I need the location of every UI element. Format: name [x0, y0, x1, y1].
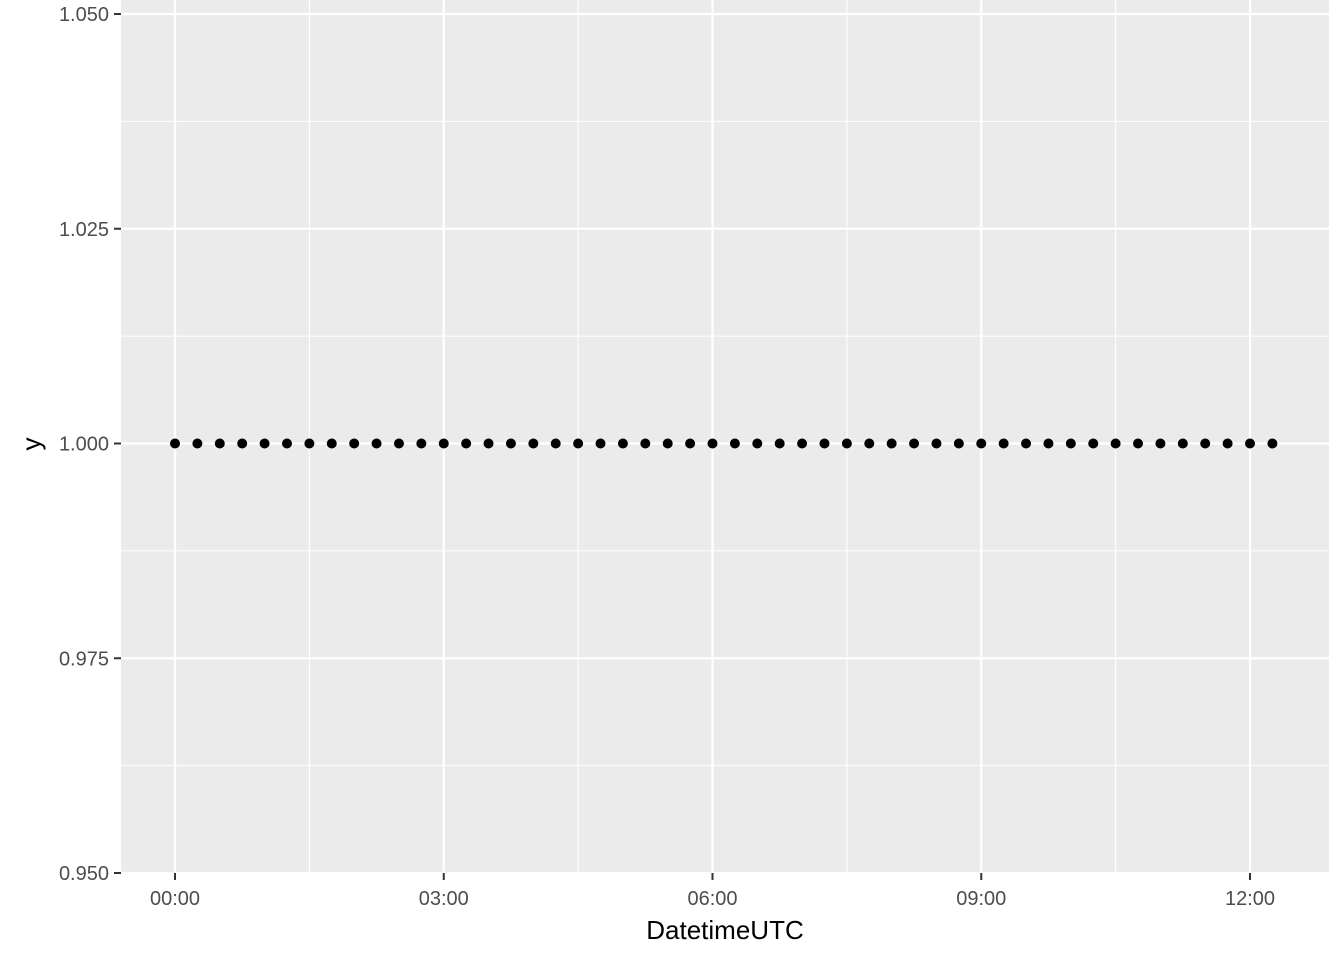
data-point [192, 438, 203, 449]
data-point [752, 438, 763, 449]
data-point [259, 438, 270, 449]
data-point [371, 438, 382, 449]
data-point [1043, 438, 1054, 449]
data-point [1267, 438, 1278, 449]
data-point [841, 438, 852, 449]
data-point [931, 438, 942, 449]
y-tick-label: 0.950 [59, 863, 109, 885]
data-point [864, 438, 875, 449]
data-point [729, 438, 740, 449]
data-point [1110, 438, 1121, 449]
data-point [998, 438, 1009, 449]
data-point [774, 438, 785, 449]
data-point [685, 438, 696, 449]
x-axis-title: DatetimeUTC [646, 915, 803, 945]
data-point [976, 438, 987, 449]
data-point [461, 438, 472, 449]
data-point [393, 438, 404, 449]
axis-ticks [114, 13, 1251, 880]
tick-labels: 0.950 0.975 1.000 1.025 1.050 00:00 03:00 06:00… [59, 4, 1275, 910]
data-point [304, 438, 315, 449]
data-point [662, 438, 673, 449]
x-tick-label: 12:00 [1225, 888, 1275, 910]
data-point [1222, 438, 1233, 449]
data-point [349, 438, 360, 449]
data-point [1200, 438, 1211, 449]
data-point [1177, 438, 1188, 449]
data-point [1133, 438, 1144, 449]
data-point [886, 438, 897, 449]
x-tick-label: 00:00 [150, 888, 200, 910]
data-point [573, 438, 584, 449]
data-point [438, 438, 449, 449]
data-point [797, 438, 808, 449]
y-tick-label: 1.000 [59, 434, 109, 456]
minor-gridlines [121, 0, 1329, 873]
data-points [170, 438, 1278, 449]
y-tick-label: 0.975 [59, 648, 109, 670]
y-tick-label: 1.050 [59, 4, 109, 26]
data-point [1245, 438, 1255, 449]
data-point [1155, 438, 1166, 449]
data-point [707, 438, 718, 449]
data-point [819, 438, 830, 449]
data-point [214, 438, 225, 449]
data-point [909, 438, 920, 449]
x-tick-label: 03:00 [419, 888, 469, 910]
data-point [483, 438, 494, 449]
data-point [281, 438, 292, 449]
data-point [1088, 438, 1099, 449]
x-tick-label: 06:00 [687, 888, 737, 910]
data-point [550, 438, 561, 449]
data-point [528, 438, 539, 449]
data-point [170, 438, 180, 449]
major-gridlines [121, 0, 1329, 875]
data-point [237, 438, 248, 449]
data-point [505, 438, 516, 449]
data-point [1021, 438, 1032, 449]
data-point [617, 438, 628, 449]
data-point [595, 438, 606, 449]
x-tick-label: 09:00 [956, 888, 1006, 910]
panel-background [121, 0, 1329, 873]
data-point [640, 438, 651, 449]
data-point [326, 438, 337, 449]
y-axis-title: y [16, 438, 46, 451]
y-tick-label: 1.025 [59, 219, 109, 241]
data-point [953, 438, 964, 449]
data-point [416, 438, 427, 449]
data-point [1065, 438, 1076, 449]
